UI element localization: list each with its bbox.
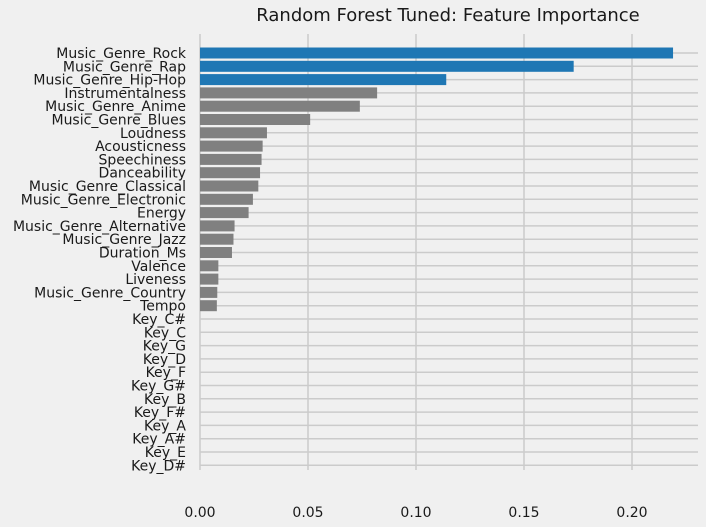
x-tick-label: 0.05 <box>292 505 323 521</box>
bar <box>200 220 235 232</box>
y-tick-label: Key_D# <box>131 458 186 474</box>
bar <box>200 153 262 165</box>
bar <box>200 167 261 179</box>
y-tick-label: Loudness <box>120 126 186 142</box>
y-tick-label: Liveness <box>125 272 186 288</box>
chart-title: Random Forest Tuned: Feature Importance <box>256 5 639 26</box>
bar <box>200 286 218 298</box>
y-tick-label: Music_Genre_Country <box>34 285 186 301</box>
y-tick-label: Key_F# <box>134 405 186 421</box>
bar <box>200 140 263 152</box>
bar <box>200 233 234 245</box>
y-tick-label: Key_C <box>144 325 186 341</box>
x-tick-label: 0.15 <box>508 505 539 521</box>
y-tick-label: Key_A# <box>132 432 186 448</box>
bar <box>200 247 232 258</box>
y-tick-label: Key_E <box>145 445 186 461</box>
x-tick-label: 0.20 <box>616 505 647 521</box>
bar <box>200 74 447 86</box>
bar <box>200 87 378 99</box>
y-tick-label: Music_Genre_Hip-Hop <box>33 73 186 89</box>
bar <box>200 260 219 272</box>
y-tick-label: Tempo <box>139 299 186 315</box>
y-tick-label: Speechiness <box>98 152 186 168</box>
bar <box>200 180 259 192</box>
y-tick-label: Key_B <box>144 392 186 408</box>
y-tick-label: Key_G# <box>131 379 186 395</box>
y-tick-label: Key_C# <box>132 312 186 328</box>
x-tick-labels: 0.00 0.05 0.10 0.15 0.20 <box>184 505 647 521</box>
y-tick-label: Key_F <box>146 365 186 381</box>
bar <box>200 127 267 139</box>
y-tick-label: Key_G <box>143 339 186 355</box>
bar <box>200 100 360 112</box>
y-tick-label: Music_Genre_Anime <box>45 99 186 115</box>
y-tick-label: Music_Genre_Alternative <box>13 219 186 235</box>
y-tick-label: Music_Genre_Rock <box>56 46 187 62</box>
y-tick-label: Acousticness <box>95 139 186 155</box>
y-tick-label: Key_D <box>143 352 186 368</box>
y-tick-label: Valence <box>131 259 186 275</box>
bar <box>200 193 253 205</box>
bar <box>200 207 249 219</box>
bar <box>200 300 217 312</box>
y-tick-label: Duration_Ms <box>99 246 186 262</box>
y-tick-label: Energy <box>137 206 186 222</box>
x-tick-label: 0.10 <box>400 505 431 521</box>
y-tick-labels: Music_Genre_RockMusic_Genre_RapMusic_Gen… <box>13 46 187 474</box>
y-tick-label: Music_Genre_Classical <box>29 179 186 195</box>
y-tick-label: Music_Genre_Jazz <box>62 232 186 248</box>
y-tick-label: Instrumentalness <box>64 86 186 102</box>
bar <box>200 47 674 59</box>
bar <box>200 273 219 285</box>
y-tick-label: Key_A <box>144 418 186 434</box>
y-tick-label: Music_Genre_Rap <box>63 59 186 75</box>
y-tick-label: Music_Genre_Blues <box>51 113 186 129</box>
x-tick-label: 0.00 <box>184 505 215 521</box>
bar <box>200 60 574 72</box>
bar <box>200 114 311 125</box>
y-tick-label: Danceability <box>99 166 186 182</box>
y-tick-label: Music_Genre_Electronic <box>21 192 186 208</box>
bars <box>200 47 674 312</box>
